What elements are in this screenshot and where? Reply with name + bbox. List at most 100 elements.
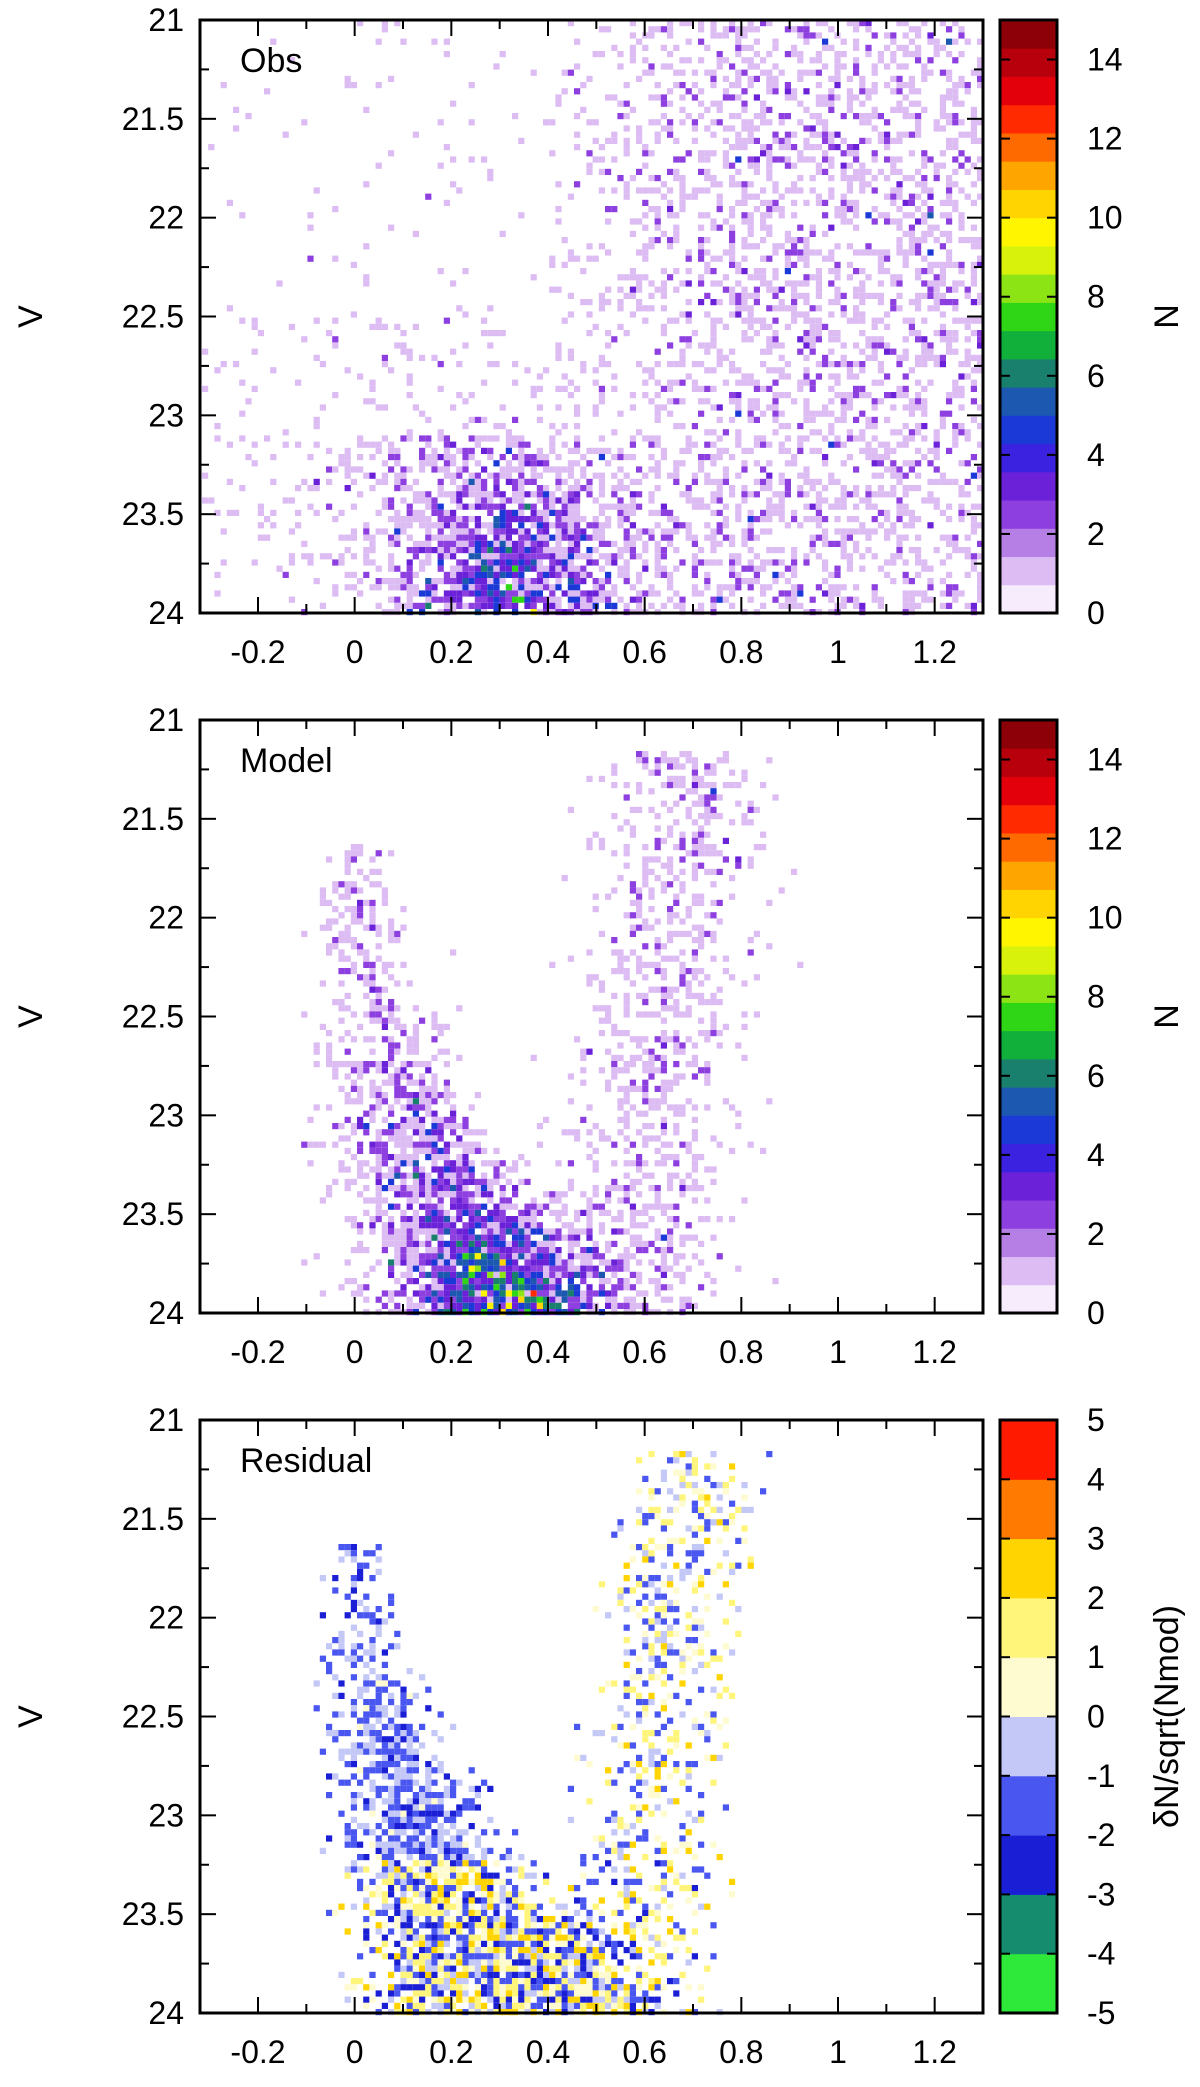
heatmap-cell <box>915 44 922 51</box>
heatmap-cell <box>313 416 320 423</box>
heatmap-cell <box>877 441 884 448</box>
heatmap-cell <box>722 522 729 529</box>
heatmap-cell <box>598 1259 605 1266</box>
heatmap-cell <box>698 850 705 857</box>
heatmap-cell <box>394 1247 401 1254</box>
heatmap-cell <box>598 986 605 993</box>
heatmap-cell <box>487 522 494 529</box>
heatmap-cell <box>332 206 339 213</box>
heatmap-cell <box>530 578 537 585</box>
heatmap-cell <box>536 559 543 566</box>
heatmap-cell <box>375 924 382 931</box>
heatmap-cell <box>251 323 258 330</box>
heatmap-cell <box>524 441 531 448</box>
heatmap-cell <box>648 602 655 609</box>
heatmap-cell <box>859 435 866 442</box>
heatmap-cell <box>400 1234 407 1241</box>
heatmap-cell <box>623 955 630 962</box>
heatmap-cell <box>381 503 388 510</box>
heatmap-cell <box>375 584 382 591</box>
heatmap-cell <box>784 230 791 237</box>
heatmap-cell <box>710 1011 717 1018</box>
heatmap-cell <box>673 986 680 993</box>
heatmap-cell <box>667 856 674 863</box>
heatmap-cell <box>574 88 581 95</box>
heatmap-cell <box>747 181 754 188</box>
heatmap-cell <box>350 1247 357 1254</box>
heatmap-cell <box>555 559 562 566</box>
heatmap-cell <box>877 336 884 343</box>
heatmap-cell <box>877 292 884 299</box>
heatmap-cell <box>388 1154 395 1161</box>
heatmap-cell <box>698 782 705 789</box>
heatmap-cell <box>791 243 798 250</box>
heatmap-cell <box>388 1135 395 1142</box>
heatmap-cell <box>716 317 723 324</box>
heatmap-cell <box>400 1030 407 1037</box>
heatmap-cell <box>828 44 835 51</box>
heatmap-cell <box>629 930 636 937</box>
heatmap-cell <box>369 1228 376 1235</box>
heatmap-cell <box>698 992 705 999</box>
heatmap-cell <box>598 187 605 194</box>
heatmap-cell <box>505 528 512 535</box>
heatmap-cell <box>481 1259 488 1266</box>
heatmap-cell <box>319 980 326 987</box>
heatmap-cell <box>555 1197 562 1204</box>
heatmap-cell <box>747 949 754 956</box>
heatmap-cell <box>877 361 884 368</box>
heatmap-cell <box>412 602 419 609</box>
heatmap-cell <box>567 596 574 603</box>
heatmap-cell <box>958 32 965 39</box>
heatmap-cell <box>636 38 643 45</box>
heatmap-cell <box>264 516 271 523</box>
heatmap-cell <box>815 113 822 120</box>
heatmap-cell <box>921 398 928 405</box>
heatmap-cell <box>853 168 860 175</box>
heatmap-cell <box>933 447 940 454</box>
heatmap-cell <box>828 429 835 436</box>
heatmap-cell <box>567 565 574 572</box>
heatmap-cell <box>766 584 773 591</box>
heatmap-cell <box>735 800 742 807</box>
heatmap-cell <box>977 137 984 144</box>
heatmap-cell <box>419 516 426 523</box>
heatmap-cell <box>797 379 804 386</box>
heatmap-cell <box>332 255 339 262</box>
heatmap-cell <box>772 416 779 423</box>
heatmap-cell <box>388 1079 395 1086</box>
heatmap-cell <box>493 1240 500 1247</box>
heatmap-cell <box>456 547 463 554</box>
heatmap-cell <box>921 199 928 206</box>
heatmap-cell <box>884 454 891 461</box>
heatmap-cell <box>877 398 884 405</box>
heatmap-cell <box>530 1253 537 1260</box>
heatmap-cell <box>890 528 897 535</box>
heatmap-cell <box>561 261 568 268</box>
heatmap-cell <box>908 547 915 554</box>
heatmap-cell <box>561 571 568 578</box>
heatmap-cell <box>592 516 599 523</box>
heatmap-cell <box>660 862 667 869</box>
heatmap-cell <box>667 168 674 175</box>
heatmap-cell <box>369 912 376 919</box>
heatmap-cell <box>760 255 767 262</box>
heatmap-cell <box>586 1197 593 1204</box>
heatmap-cell <box>623 330 630 337</box>
heatmap-cell <box>896 509 903 516</box>
heatmap-cell <box>685 528 692 535</box>
heatmap-cell <box>456 578 463 585</box>
heatmap-cell <box>890 305 897 312</box>
heatmap-cell <box>493 522 500 529</box>
heatmap-cell <box>468 1209 475 1216</box>
heatmap-cell <box>437 1178 444 1185</box>
heatmap-cell <box>716 590 723 597</box>
heatmap-cell <box>877 317 884 324</box>
heatmap-cell <box>536 404 543 411</box>
heatmap-cell <box>846 528 853 535</box>
heatmap-cell <box>332 1141 339 1148</box>
heatmap-cell <box>660 1123 667 1130</box>
heatmap-cell <box>543 503 550 510</box>
heatmap-cell <box>580 1209 587 1216</box>
heatmap-cell <box>375 1098 382 1105</box>
